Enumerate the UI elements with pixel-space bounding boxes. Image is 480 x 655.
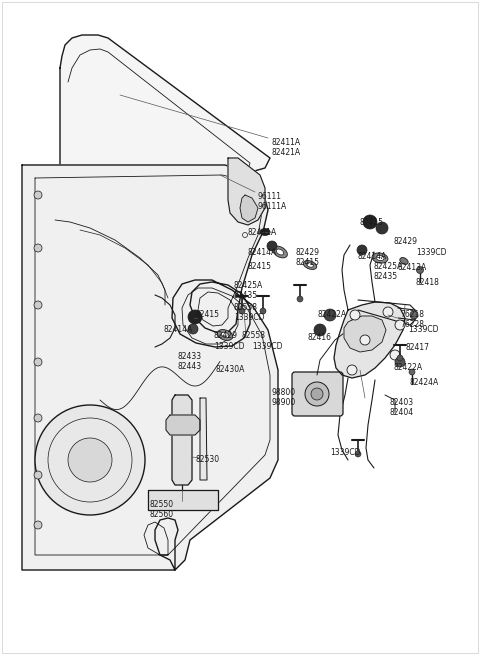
FancyBboxPatch shape: [292, 372, 343, 416]
Polygon shape: [228, 158, 265, 225]
Circle shape: [357, 245, 367, 255]
Circle shape: [34, 191, 42, 199]
Circle shape: [350, 310, 360, 320]
Text: 82415: 82415: [360, 218, 384, 227]
Circle shape: [347, 365, 357, 375]
Circle shape: [417, 267, 423, 274]
Circle shape: [34, 521, 42, 529]
Text: 82422A: 82422A: [393, 363, 422, 372]
Circle shape: [390, 350, 400, 360]
Text: 82429: 82429: [214, 331, 238, 340]
Circle shape: [409, 369, 415, 375]
Text: 82422A: 82422A: [318, 310, 347, 319]
Text: 82418: 82418: [415, 278, 439, 287]
Text: 82425A
82435: 82425A 82435: [373, 262, 402, 282]
Ellipse shape: [217, 329, 233, 341]
Ellipse shape: [260, 229, 270, 236]
Text: 1339CD: 1339CD: [330, 448, 360, 457]
Circle shape: [376, 222, 388, 234]
Text: 82429: 82429: [394, 237, 418, 246]
Text: 82441A: 82441A: [248, 228, 277, 237]
Text: 98800
98900: 98800 98900: [272, 388, 296, 407]
Text: 82430A: 82430A: [216, 365, 245, 374]
Text: 76218
76228: 76218 76228: [400, 310, 424, 329]
Text: 82414A: 82414A: [248, 248, 277, 257]
Text: 82403
82404: 82403 82404: [390, 398, 414, 417]
Text: 1339CD: 1339CD: [252, 342, 283, 351]
Ellipse shape: [273, 246, 288, 258]
Circle shape: [188, 310, 202, 324]
Text: 96111
96111A: 96111 96111A: [258, 192, 287, 212]
Ellipse shape: [376, 255, 384, 261]
Polygon shape: [172, 395, 192, 485]
Circle shape: [383, 307, 393, 317]
Circle shape: [297, 296, 303, 302]
Circle shape: [34, 301, 42, 309]
Ellipse shape: [303, 261, 317, 269]
Ellipse shape: [221, 332, 229, 338]
Text: 1339CD: 1339CD: [408, 325, 439, 334]
Text: 82415: 82415: [248, 262, 272, 271]
Polygon shape: [334, 302, 405, 378]
Circle shape: [395, 320, 405, 330]
Text: 82411A
82421A: 82411A 82421A: [272, 138, 301, 157]
Ellipse shape: [276, 249, 284, 255]
Polygon shape: [166, 415, 200, 435]
Circle shape: [324, 309, 336, 321]
Circle shape: [239, 308, 245, 314]
Text: 82550
82560: 82550 82560: [150, 500, 174, 519]
Text: 82433
82443: 82433 82443: [178, 352, 202, 371]
Polygon shape: [22, 165, 278, 570]
Polygon shape: [43, 35, 270, 280]
Polygon shape: [240, 195, 258, 222]
Circle shape: [267, 241, 277, 251]
Polygon shape: [148, 490, 218, 510]
Text: 82425A
82435: 82425A 82435: [234, 281, 263, 301]
Circle shape: [34, 244, 42, 252]
Circle shape: [395, 357, 405, 367]
Circle shape: [314, 324, 326, 336]
Text: 82558: 82558: [242, 331, 266, 340]
Text: 1339CD: 1339CD: [214, 342, 244, 351]
Text: 82530: 82530: [196, 455, 220, 464]
Ellipse shape: [400, 257, 408, 265]
Text: 82413A: 82413A: [398, 263, 427, 272]
Circle shape: [311, 388, 323, 400]
Circle shape: [363, 215, 377, 229]
Text: 82416: 82416: [308, 333, 332, 342]
Text: 82424A: 82424A: [410, 378, 439, 387]
Circle shape: [260, 308, 266, 314]
Circle shape: [34, 414, 42, 422]
Circle shape: [360, 335, 370, 345]
Ellipse shape: [307, 263, 313, 267]
Text: 82414A: 82414A: [358, 252, 387, 261]
Text: 82417: 82417: [406, 343, 430, 352]
Text: 82429
82415: 82429 82415: [296, 248, 320, 267]
Circle shape: [355, 451, 361, 457]
Circle shape: [305, 382, 329, 406]
Ellipse shape: [372, 253, 388, 263]
Text: 82415: 82415: [196, 310, 220, 319]
Text: 82414A: 82414A: [164, 325, 193, 334]
Text: 1339CD: 1339CD: [416, 248, 446, 257]
Text: 82558
1339CD: 82558 1339CD: [234, 303, 264, 322]
Circle shape: [34, 358, 42, 366]
Circle shape: [188, 324, 198, 334]
Polygon shape: [200, 398, 207, 480]
Circle shape: [410, 311, 418, 319]
Circle shape: [68, 438, 112, 482]
Circle shape: [397, 355, 403, 361]
Circle shape: [35, 405, 145, 515]
Circle shape: [34, 471, 42, 479]
Polygon shape: [344, 316, 386, 352]
